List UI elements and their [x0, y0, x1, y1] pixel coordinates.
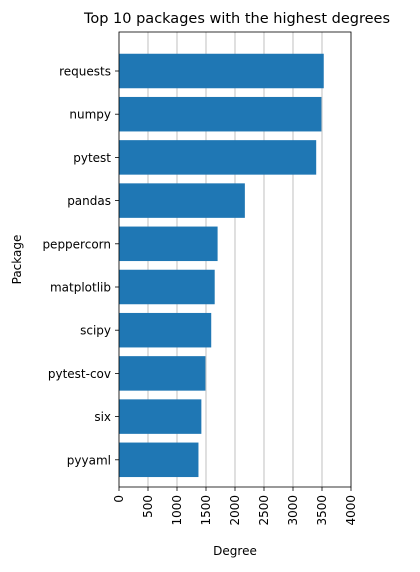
x-tick-label: 2000 [228, 495, 242, 526]
y-tick-label: matplotlib [50, 281, 111, 295]
x-ticks: 0 500 1000 1500 2000 2500 3000 3500 4000 [112, 487, 358, 526]
x-tick-label: 4000 [344, 495, 358, 526]
bar-numpy [119, 96, 322, 132]
chart-title: Top 10 packages with the highest degrees [83, 11, 390, 27]
x-tick-label: 3500 [315, 495, 329, 526]
bar-requests [119, 53, 324, 89]
y-tick-label: scipy [80, 324, 111, 338]
x-axis-label: Degree [213, 544, 257, 558]
y-tick-label: pytest-cov [48, 367, 111, 381]
y-tick-label: pyyaml [67, 453, 111, 467]
y-tick-label: pandas [67, 194, 111, 208]
bar-matplotlib [119, 269, 215, 305]
x-tick-label: 500 [141, 495, 155, 518]
bar-peppercorn [119, 226, 218, 262]
bar-six [119, 399, 202, 434]
x-tick-label: 1500 [199, 495, 213, 526]
x-tick-label: 0 [112, 495, 126, 503]
x-tick-label: 3000 [286, 495, 300, 526]
y-tick-label: pytest [73, 151, 111, 165]
x-tick-label: 1000 [170, 495, 184, 526]
bar-scipy [119, 312, 212, 348]
y-tick-label: requests [59, 65, 111, 79]
bars [119, 53, 324, 478]
bar-pytest-cov [119, 356, 206, 391]
bar-pandas [119, 183, 245, 218]
bar-pyyaml [119, 442, 199, 478]
y-ticks: requests numpy pytest pandas peppercorn matpl… [42, 65, 119, 467]
x-tick-label: 2500 [257, 495, 271, 526]
bar-pytest [119, 140, 317, 175]
y-axis-label: Package [10, 235, 24, 285]
y-tick-label: six [94, 410, 111, 424]
y-tick-label: numpy [69, 108, 111, 122]
y-tick-label: peppercorn [42, 237, 111, 251]
